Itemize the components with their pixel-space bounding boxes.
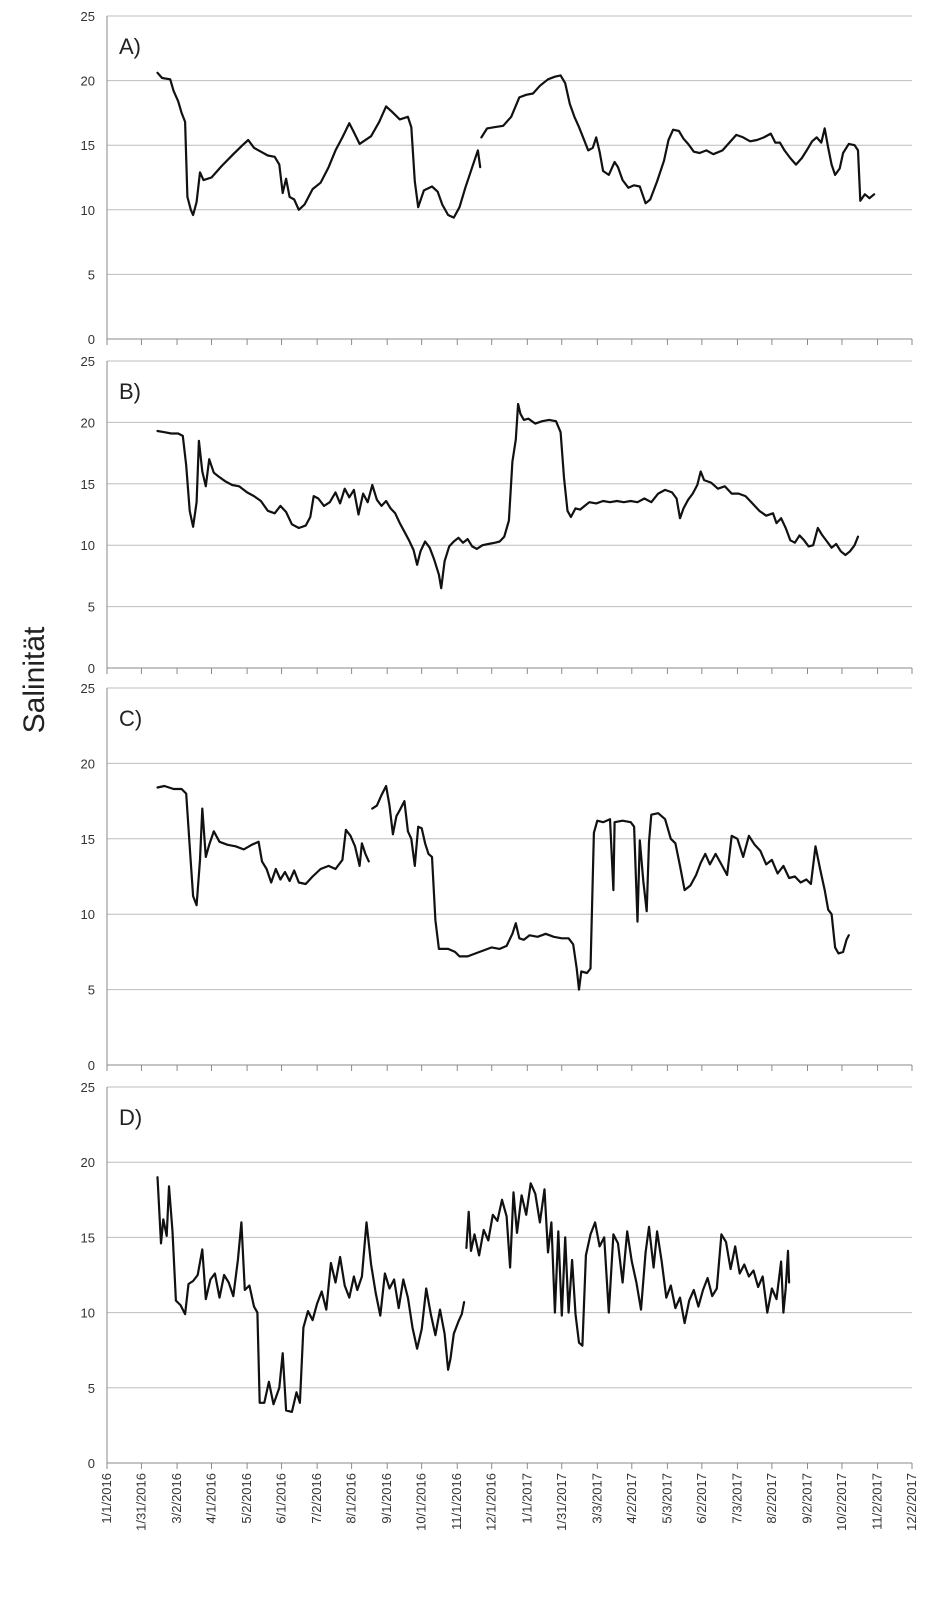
x-tick-label: 3/2/2016 bbox=[169, 1473, 184, 1524]
salinity-series-line-segment bbox=[465, 1182, 791, 1347]
x-tick-label: 12/1/2016 bbox=[484, 1473, 499, 1531]
x-tick-label: 5/2/2016 bbox=[239, 1473, 254, 1524]
x-tick-label: 3/3/2017 bbox=[589, 1473, 604, 1524]
y-tick-label: 15 bbox=[81, 138, 95, 153]
y-tick-label: 10 bbox=[81, 203, 95, 218]
salinity-series-line-segment bbox=[371, 784, 850, 991]
x-axis-labels: 1/1/2016 1/31/2016 3/2/2016 4/1/2016 5/2/201… bbox=[99, 1473, 919, 1531]
x-tick-label: 7/3/2017 bbox=[729, 1473, 744, 1524]
x-tick-label: 10/1/2016 bbox=[414, 1473, 429, 1531]
y-tick-label: 25 bbox=[81, 1080, 95, 1095]
y-tick-label: 25 bbox=[81, 9, 95, 24]
y-tick-label: 5 bbox=[88, 267, 95, 282]
y-tick-label: 25 bbox=[81, 681, 95, 696]
y-tick-label: 10 bbox=[81, 538, 95, 553]
panel-label: B) bbox=[119, 379, 141, 404]
y-tick-label: 5 bbox=[88, 983, 95, 998]
salinity-series-line-segment bbox=[480, 74, 876, 205]
y-tick-label: 10 bbox=[81, 1306, 95, 1321]
salinity-series-line-segment bbox=[156, 1176, 466, 1413]
y-tick-label: 5 bbox=[88, 1381, 95, 1396]
x-tick-label: 4/1/2016 bbox=[204, 1473, 219, 1524]
x-tick-label: 10/2/2017 bbox=[834, 1473, 849, 1531]
y-tick-label: 15 bbox=[81, 1230, 95, 1245]
y-tick-label: 20 bbox=[81, 74, 95, 89]
salinity-series-line-segment bbox=[156, 784, 370, 907]
x-tick-label: 6/1/2016 bbox=[274, 1473, 289, 1524]
x-tick-label: 1/1/2016 bbox=[99, 1473, 114, 1524]
y-tick-label: 15 bbox=[81, 832, 95, 847]
x-tick-label: 9/2/2017 bbox=[800, 1473, 815, 1524]
y-tick-label: 5 bbox=[88, 600, 95, 615]
x-tick-label: 11/2/2017 bbox=[870, 1473, 885, 1530]
y-tick-label: 0 bbox=[88, 1058, 95, 1073]
x-tick-label: 4/2/2017 bbox=[624, 1473, 639, 1524]
x-tick-label: 8/1/2016 bbox=[344, 1473, 359, 1524]
x-tick-label: 1/31/2017 bbox=[554, 1473, 569, 1531]
x-tick-label: 5/3/2017 bbox=[659, 1473, 674, 1524]
y-tick-label: 20 bbox=[81, 1155, 95, 1170]
y-tick-label: 15 bbox=[81, 477, 95, 492]
panel-label: C) bbox=[119, 706, 142, 731]
panel-label: D) bbox=[119, 1105, 142, 1130]
y-tick-label: 0 bbox=[88, 332, 95, 347]
x-tick-label: 1/31/2016 bbox=[134, 1473, 149, 1531]
y-tick-label: 0 bbox=[88, 661, 95, 676]
x-tick-label: 1/1/2017 bbox=[519, 1473, 534, 1524]
x-tick-label: 9/1/2016 bbox=[379, 1473, 394, 1524]
x-tick-label: 8/2/2017 bbox=[764, 1473, 779, 1524]
salinity-series-line-segment bbox=[156, 402, 860, 590]
panel-d: 0 5 10 15 20 25 D) bbox=[81, 1080, 913, 1471]
salinity-series-line-segment bbox=[156, 71, 482, 219]
x-tick-label: 7/2/2016 bbox=[309, 1473, 324, 1524]
x-tick-label: 6/2/2017 bbox=[694, 1473, 709, 1524]
y-tick-label: 0 bbox=[88, 1456, 95, 1471]
y-tick-label: 10 bbox=[81, 907, 95, 922]
y-tick-label: 20 bbox=[81, 756, 95, 771]
x-tick-label: 11/1/2016 bbox=[449, 1473, 464, 1530]
panel-label: A) bbox=[119, 34, 141, 59]
y-tick-label: 25 bbox=[81, 354, 95, 369]
panel-b: 0 5 10 15 20 25 B) bbox=[81, 354, 913, 676]
panel-a: 0 5 10 15 20 25 A) bbox=[81, 9, 913, 347]
x-tick-label: 12/2/2017 bbox=[904, 1473, 919, 1531]
y-tick-label: 20 bbox=[81, 415, 95, 430]
panel-c: 0 5 10 15 20 25 C) bbox=[81, 681, 913, 1073]
